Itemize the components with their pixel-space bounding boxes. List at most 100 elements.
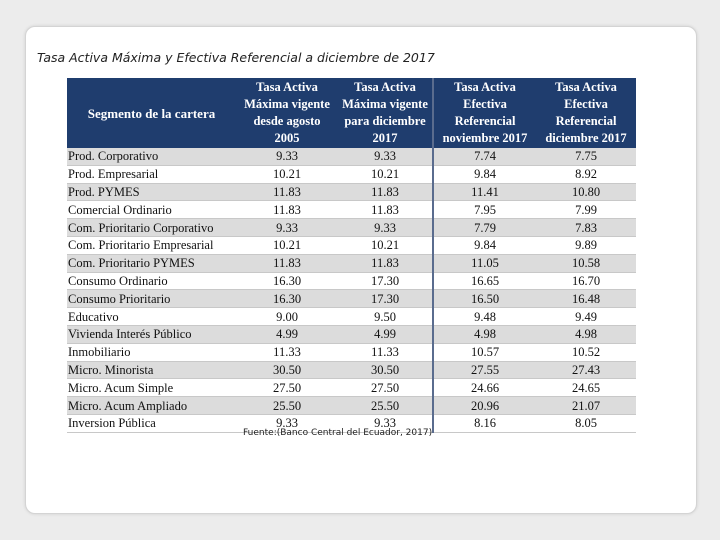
header-line: para diciembre: [344, 114, 426, 128]
header-line: Tasa Activa: [256, 80, 318, 94]
ref-dec-2017-cell: 7.75: [536, 148, 636, 166]
segment-cell: Consumo Prioritario: [67, 289, 236, 309]
segment-cell: Com. Prioritario Corporativo: [67, 218, 236, 237]
table-row: Micro. Acum Simple 27.50 27.50 24.66 24.65: [67, 378, 636, 398]
max-2005-cell: 27.50: [236, 378, 338, 398]
max-dec-2017-cell: 11.83: [338, 183, 433, 202]
slide-title: Tasa Activa Máxima y Efectiva Referencia…: [37, 50, 435, 65]
ref-nov-2017-cell: 16.50: [432, 289, 536, 309]
max-2005-cell: 11.83: [236, 200, 338, 220]
segment-cell: Comercial Ordinario: [67, 200, 236, 220]
table-row: Prod. PYMES 11.83 11.83 11.41 10.80: [67, 183, 636, 202]
header-line: Tasa Activa: [454, 80, 516, 94]
table-row: Com. Prioritario Empresarial 10.21 10.21 9.…: [67, 236, 636, 255]
ref-dec-2017-cell: 8.05: [536, 414, 636, 433]
ref-dec-2017-cell: 10.80: [536, 183, 636, 202]
segment-cell: Consumo Ordinario: [67, 272, 236, 291]
segment-cell: Micro. Minorista: [67, 361, 236, 380]
table-row: Micro. Acum Ampliado 25.50 25.50 20.96 21.07: [67, 396, 636, 415]
header-line: Segmento de la cartera: [87, 105, 216, 121]
header-max-2005: Tasa Activa Máxima vigente desde agosto 200…: [236, 78, 338, 148]
header-line: Referencial: [454, 114, 516, 128]
ref-nov-2017-cell: 24.66: [432, 378, 536, 398]
segment-cell: Inversion Pública: [67, 414, 236, 433]
ref-nov-2017-cell: 7.79: [432, 218, 536, 237]
header-line: diciembre 2017: [545, 131, 627, 145]
ref-nov-2017-cell: 4.98: [432, 325, 536, 344]
ref-dec-2017-cell: 8.92: [536, 165, 636, 184]
header-line: Máxima vigente: [244, 97, 330, 111]
max-2005-cell: 11.33: [236, 343, 338, 362]
max-2005-cell: 10.21: [236, 236, 338, 255]
segment-cell: Prod. Empresarial: [67, 165, 236, 184]
ref-dec-2017-cell: 7.99: [536, 200, 636, 220]
max-2005-cell: 4.99: [236, 325, 338, 344]
table-row: Consumo Ordinario 16.30 17.30 16.65 16.70: [67, 272, 636, 291]
max-dec-2017-cell: 10.21: [338, 165, 433, 184]
segment-cell: Vivienda Interés Público: [67, 325, 236, 344]
max-dec-2017-cell: 4.99: [338, 325, 433, 344]
max-2005-cell: 9.33: [236, 218, 338, 237]
max-dec-2017-cell: 9.33: [338, 148, 433, 166]
header-line: 2017: [372, 131, 398, 145]
ref-nov-2017-cell: 7.95: [432, 200, 536, 220]
header-ref-dec-2017: Tasa Activa Efectiva Referencial diciembre …: [536, 78, 636, 148]
rates-table: Segmento de la cartera Tasa Activa Máxima …: [67, 78, 636, 433]
segment-cell: Inmobiliario: [67, 343, 236, 362]
max-dec-2017-cell: 11.33: [338, 343, 433, 362]
max-dec-2017-cell: 27.50: [338, 378, 433, 398]
ref-nov-2017-cell: 11.05: [432, 254, 536, 273]
ref-nov-2017-cell: 9.84: [432, 236, 536, 255]
ref-dec-2017-cell: 10.58: [536, 254, 636, 273]
max-dec-2017-cell: 17.30: [338, 272, 433, 291]
ref-nov-2017-cell: 20.96: [432, 396, 536, 415]
header-line: Tasa Activa: [354, 80, 416, 94]
max-2005-cell: 25.50: [236, 396, 338, 415]
max-2005-cell: 16.30: [236, 272, 338, 291]
max-dec-2017-cell: 9.50: [338, 307, 433, 326]
max-2005-cell: 30.50: [236, 361, 338, 380]
header-line: Efectiva: [463, 97, 507, 111]
ref-dec-2017-cell: 16.48: [536, 289, 636, 309]
max-dec-2017-cell: 11.83: [338, 200, 433, 220]
table-row: Vivienda Interés Público 4.99 4.99 4.98 4.98: [67, 325, 636, 344]
max-dec-2017-cell: 9.33: [338, 414, 433, 433]
header-line: noviembre 2017: [442, 131, 528, 145]
header-line: Referencial: [555, 114, 617, 128]
table-header: Segmento de la cartera Tasa Activa Máxima …: [67, 78, 636, 148]
header-ref-nov-2017: Tasa Activa Efectiva Referencial noviembre …: [432, 78, 536, 148]
max-dec-2017-cell: 17.30: [338, 289, 433, 309]
max-2005-cell: 11.83: [236, 183, 338, 202]
ref-nov-2017-cell: 7.74: [432, 148, 536, 166]
ref-nov-2017-cell: 9.48: [432, 307, 536, 326]
ref-dec-2017-cell: 9.89: [536, 236, 636, 255]
segment-cell: Com. Prioritario Empresarial: [67, 236, 236, 255]
max-dec-2017-cell: 11.83: [338, 254, 433, 273]
ref-dec-2017-cell: 27.43: [536, 361, 636, 380]
ref-nov-2017-cell: 16.65: [432, 272, 536, 291]
table-row: Comercial Ordinario 11.83 11.83 7.95 7.99: [67, 200, 636, 220]
max-2005-cell: 11.83: [236, 254, 338, 273]
segment-cell: Micro. Acum Ampliado: [67, 396, 236, 415]
table-row: Micro. Minorista 30.50 30.50 27.55 27.43: [67, 361, 636, 380]
max-dec-2017-cell: 9.33: [338, 218, 433, 237]
max-2005-cell: 10.21: [236, 165, 338, 184]
segment-cell: Prod. Corporativo: [67, 148, 236, 166]
max-2005-cell: 9.33: [236, 148, 338, 166]
ref-dec-2017-cell: 9.49: [536, 307, 636, 326]
segment-cell: Educativo: [67, 307, 236, 326]
ref-nov-2017-cell: 11.41: [432, 183, 536, 202]
max-dec-2017-cell: 10.21: [338, 236, 433, 255]
table-row: Com. Prioritario Corporativo 9.33 9.33 7.79…: [67, 218, 636, 237]
max-dec-2017-cell: 30.50: [338, 361, 433, 380]
table-row: Prod. Corporativo 9.33 9.33 7.74 7.75: [67, 148, 636, 166]
ref-nov-2017-cell: 9.84: [432, 165, 536, 184]
ref-dec-2017-cell: 16.70: [536, 272, 636, 291]
header-segment: Segmento de la cartera: [67, 78, 236, 148]
ref-dec-2017-cell: 21.07: [536, 396, 636, 415]
table-row: Inversion Pública 9.33 9.33 8.16 8.05: [67, 414, 636, 433]
max-2005-cell: 9.33: [236, 414, 338, 433]
ref-nov-2017-cell: 8.16: [432, 414, 536, 433]
table-row: Inmobiliario 11.33 11.33 10.57 10.52: [67, 343, 636, 362]
table-row: Consumo Prioritario 16.30 17.30 16.50 16.48: [67, 289, 636, 309]
